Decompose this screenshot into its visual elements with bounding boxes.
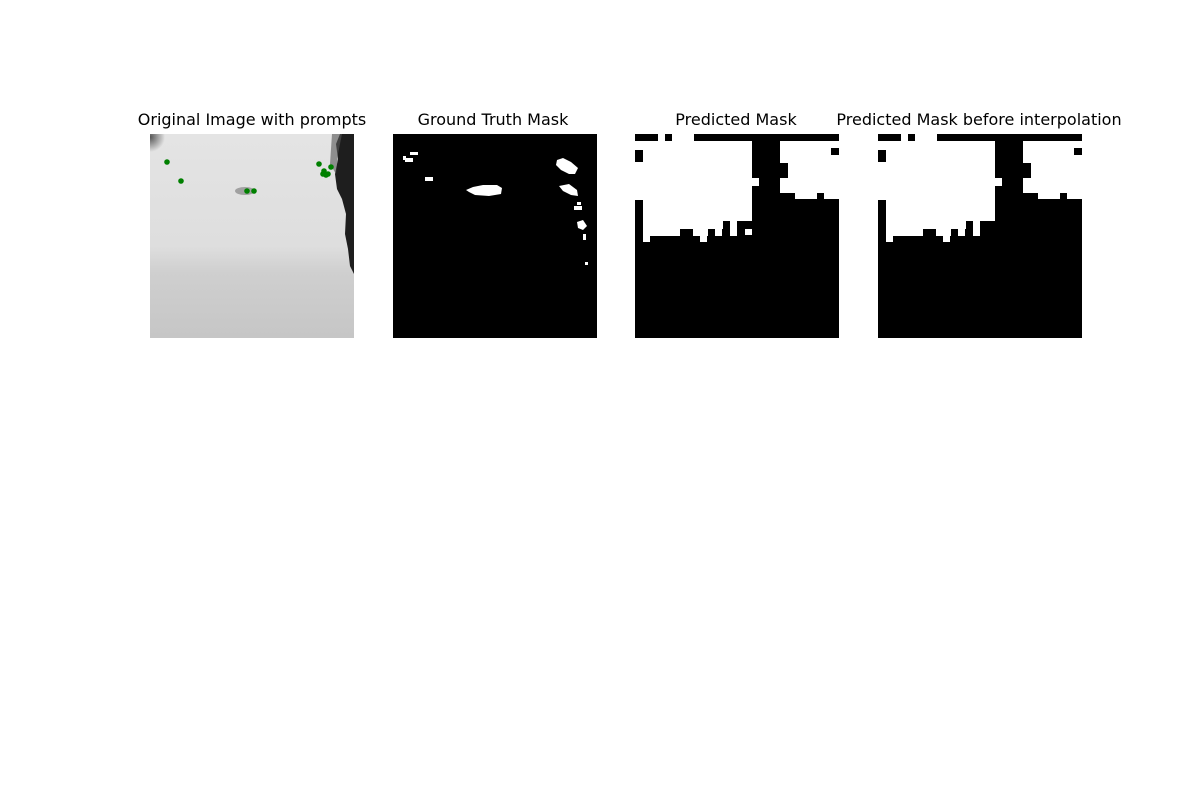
ground-truth-mask — [393, 134, 597, 338]
prompt-points — [164, 159, 334, 194]
predicted-mask-panel — [635, 134, 839, 338]
prompt-point — [328, 164, 334, 170]
panel-title-predicted: Predicted Mask — [675, 110, 797, 129]
predicted-mask-before-interpolation — [878, 134, 1082, 338]
panel-title-original: Original Image with prompts — [137, 110, 367, 129]
predicted-mask-before-interpolation-panel — [878, 134, 1082, 338]
original-image — [150, 134, 354, 338]
prompt-point — [325, 171, 331, 177]
prompt-point — [320, 171, 326, 177]
panel-title-predicted-before-interpolation: Predicted Mask before interpolation — [836, 110, 1122, 129]
prompt-point — [244, 188, 250, 194]
ground-truth-mask-panel — [393, 134, 597, 338]
panel-title-ground-truth: Ground Truth Mask — [417, 110, 569, 129]
predicted-mask — [635, 134, 839, 338]
prompt-point — [164, 159, 170, 165]
prompt-point — [178, 178, 184, 184]
prompt-point — [316, 161, 322, 167]
prompt-point — [251, 188, 257, 194]
original-image-panel — [150, 134, 354, 338]
